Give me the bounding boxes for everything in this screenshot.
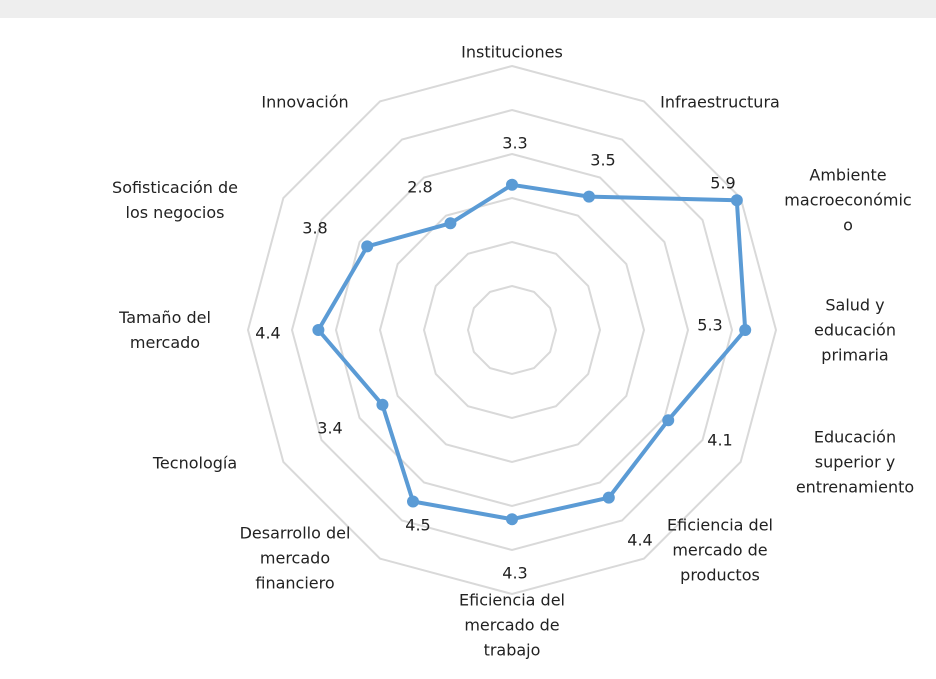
value-label: 5.9 bbox=[710, 173, 736, 193]
data-point bbox=[602, 491, 615, 504]
category-label: Educación superior y entrenamiento bbox=[795, 427, 915, 497]
grid-ring bbox=[378, 196, 646, 464]
category-label: Salud y educación primaria bbox=[814, 295, 896, 365]
value-label: 3.4 bbox=[317, 418, 343, 438]
value-label: 2.8 bbox=[407, 177, 433, 197]
category-label: Innovación bbox=[261, 92, 349, 112]
data-point bbox=[312, 324, 325, 336]
category-label: Infraestructura bbox=[660, 92, 780, 112]
data-point bbox=[662, 414, 675, 427]
value-label: 4.1 bbox=[707, 430, 733, 450]
data-point bbox=[730, 194, 743, 207]
value-label: 5.3 bbox=[697, 315, 723, 335]
grid-ring bbox=[422, 240, 602, 420]
category-label: Ambiente macroeconómic o bbox=[784, 165, 912, 235]
data-point bbox=[506, 178, 518, 191]
category-label: Eficiencia del mercado de productos bbox=[667, 515, 773, 585]
value-label: 3.8 bbox=[302, 218, 328, 238]
value-label: 4.4 bbox=[627, 530, 653, 550]
grid-ring bbox=[334, 152, 690, 508]
value-label: 4.5 bbox=[405, 515, 431, 535]
value-label: 3.5 bbox=[590, 150, 616, 170]
category-label: Eficiencia del mercado de trabajo bbox=[459, 590, 565, 660]
category-label: Sofisticación de los negocios bbox=[112, 178, 238, 222]
data-point bbox=[739, 324, 752, 336]
data-point bbox=[583, 190, 595, 203]
value-label: 4.4 bbox=[255, 323, 281, 343]
value-label: 4.3 bbox=[502, 563, 528, 583]
data-point bbox=[407, 495, 419, 508]
category-label: Tecnología bbox=[152, 453, 238, 473]
category-label: Tamaño del mercado bbox=[119, 308, 211, 352]
value-label: 3.3 bbox=[502, 133, 528, 153]
data-point bbox=[376, 398, 389, 411]
data-point bbox=[361, 240, 374, 253]
category-label: Desarrollo del mercado financiero bbox=[239, 523, 351, 593]
grid-ring bbox=[290, 108, 734, 552]
top-bar bbox=[0, 0, 936, 18]
data-point bbox=[444, 217, 457, 230]
category-label: Instituciones bbox=[461, 42, 563, 62]
grid-ring bbox=[466, 284, 558, 376]
data-point bbox=[506, 513, 518, 526]
